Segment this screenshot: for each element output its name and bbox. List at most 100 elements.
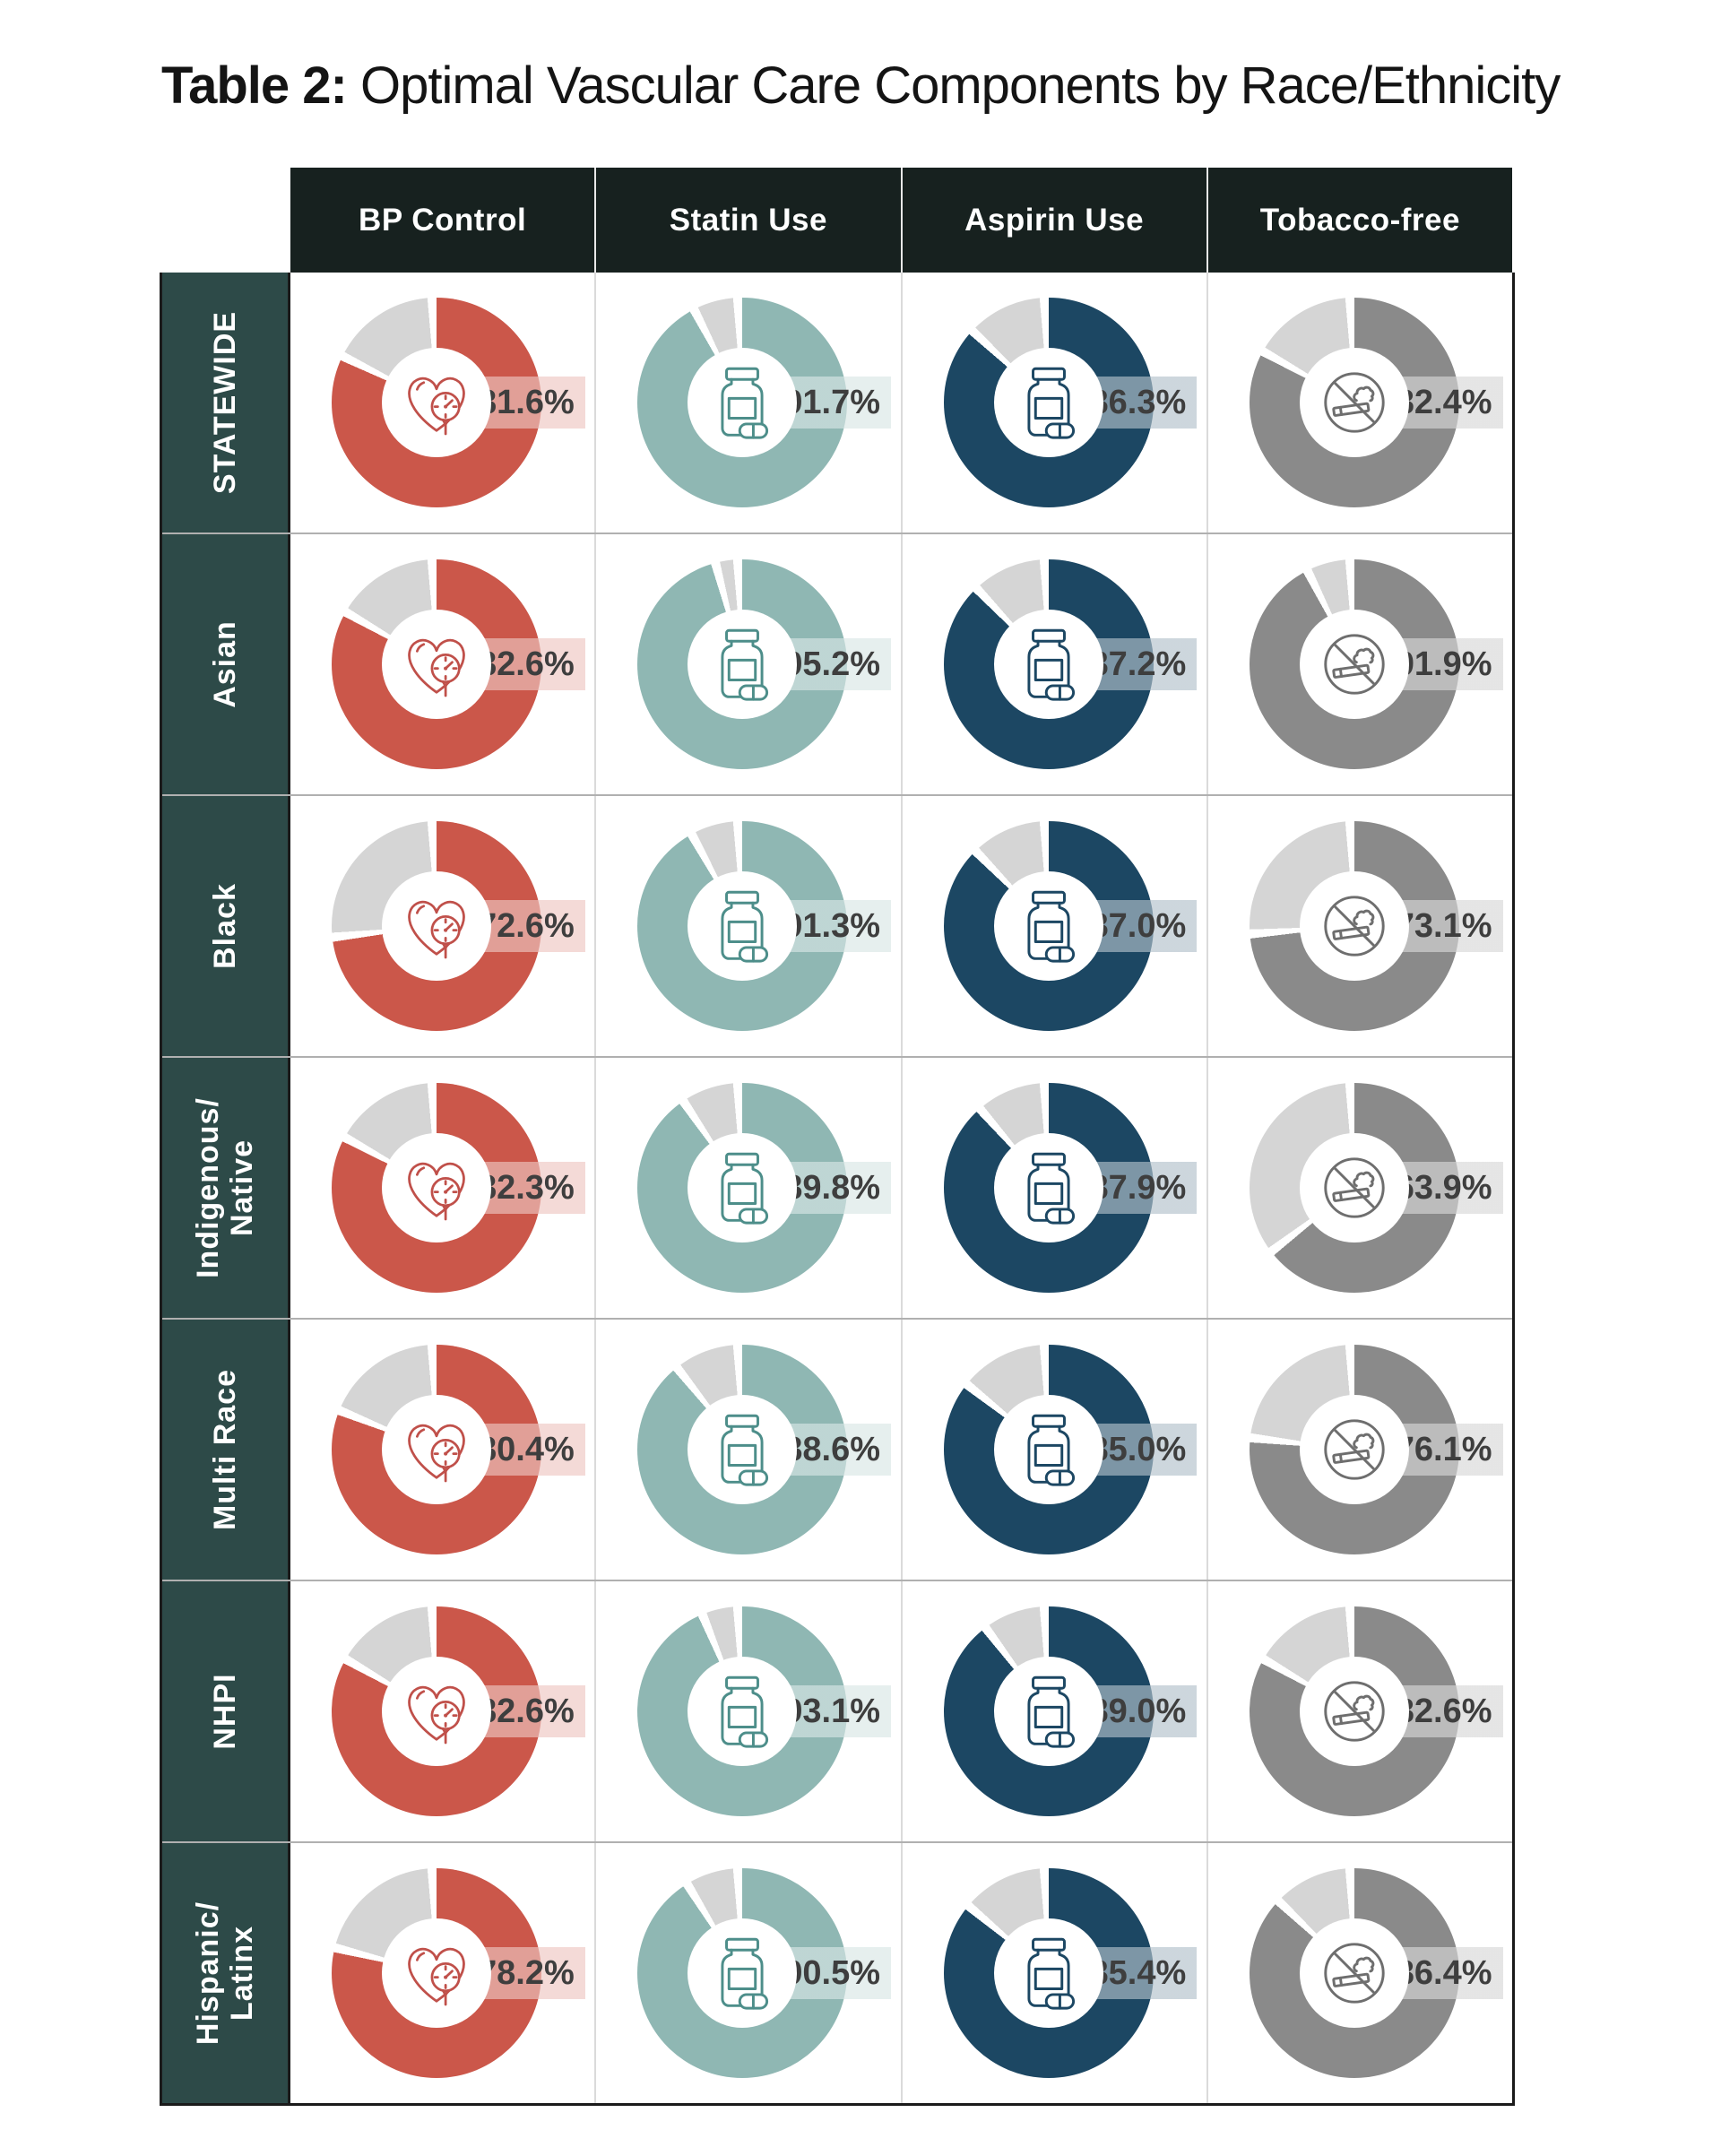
percent-band: 82.6% bbox=[1394, 1685, 1503, 1737]
donut-center bbox=[993, 348, 1103, 457]
heart-bp-icon bbox=[395, 1932, 478, 2014]
donut-center bbox=[688, 1133, 798, 1243]
heart-bp-icon bbox=[395, 1408, 478, 1491]
pill-bottle-icon bbox=[1008, 361, 1090, 444]
pill-bottle-icon bbox=[701, 1408, 783, 1491]
percent-band: 87.2% bbox=[1088, 638, 1198, 690]
no-smoking-icon bbox=[1313, 1932, 1396, 2014]
no-smoking-icon bbox=[1313, 1408, 1396, 1491]
donut-center bbox=[993, 1133, 1103, 1243]
percent-label: 82.6% bbox=[478, 1692, 575, 1730]
percent-label: 95.2% bbox=[783, 645, 880, 683]
row-label-text: NHPI bbox=[207, 1673, 242, 1750]
percent-label: 91.9% bbox=[1395, 645, 1492, 683]
vascular-care-table: BP Control Statin Use Aspirin Use Tobacc… bbox=[160, 168, 1515, 2106]
percent-label: 80.4% bbox=[478, 1430, 575, 1468]
table-row: Asian 82.6% 95.2% 87.2% 91.9% bbox=[162, 533, 1512, 794]
percent-band: 91.9% bbox=[1394, 638, 1503, 690]
percent-label: 91.3% bbox=[783, 906, 880, 945]
donut-center bbox=[993, 1395, 1103, 1504]
cell-tobacco-free: 86.4% bbox=[1206, 1843, 1512, 2103]
donut-chart bbox=[943, 298, 1154, 507]
percent-band: 73.1% bbox=[1394, 900, 1503, 952]
cell-bp-control: 81.6% bbox=[290, 273, 595, 533]
percent-band: 81.6% bbox=[476, 377, 585, 429]
cell-bp-control: 82.6% bbox=[290, 534, 595, 794]
donut-center bbox=[1299, 610, 1409, 719]
no-smoking-icon bbox=[1313, 361, 1396, 444]
donut-center bbox=[1299, 1918, 1409, 2028]
cell-tobacco-free: 76.1% bbox=[1206, 1320, 1512, 1580]
table-row: Multi Race 80.4% 88.6% 85.0% 76.1% bbox=[162, 1318, 1512, 1580]
percent-label: 81.6% bbox=[478, 383, 575, 421]
percent-label: 88.6% bbox=[783, 1430, 880, 1468]
table-header-row: BP Control Statin Use Aspirin Use Tobacc… bbox=[160, 168, 1515, 273]
row-label-text: Indigenous/ Native bbox=[190, 1097, 259, 1278]
pill-bottle-icon bbox=[1008, 1147, 1090, 1229]
pill-bottle-icon bbox=[1008, 1408, 1090, 1491]
column-header-aspirin-use: Aspirin Use bbox=[900, 168, 1206, 273]
donut-center bbox=[688, 871, 798, 981]
percent-label: 89.0% bbox=[1089, 1692, 1187, 1730]
cell-bp-control: 72.6% bbox=[290, 796, 595, 1056]
percent-band: 91.3% bbox=[782, 900, 891, 952]
pill-bottle-icon bbox=[1008, 623, 1090, 706]
row-label-text: STATEWIDE bbox=[207, 310, 242, 495]
donut-chart bbox=[1249, 1345, 1459, 1554]
percent-label: 72.6% bbox=[478, 906, 575, 945]
row-label-text: Multi Race bbox=[207, 1368, 242, 1531]
donut-center bbox=[382, 1657, 491, 1766]
table-row: NHPI 82.6% 93.1% 89.0% 82.6% bbox=[162, 1580, 1512, 1841]
percent-band: 87.0% bbox=[1088, 900, 1198, 952]
row-label-text: Black bbox=[207, 883, 242, 969]
column-header-tobacco-free: Tobacco-free bbox=[1206, 168, 1512, 273]
percent-label: 76.1% bbox=[1395, 1430, 1492, 1468]
percent-band: 85.0% bbox=[1088, 1424, 1198, 1476]
cell-statin-use: 88.6% bbox=[594, 1320, 901, 1580]
cell-tobacco-free: 82.6% bbox=[1206, 1581, 1512, 1841]
pill-bottle-icon bbox=[701, 1670, 783, 1753]
percent-label: 90.5% bbox=[783, 1953, 880, 1992]
percent-label: 73.1% bbox=[1395, 906, 1492, 945]
row-label: Indigenous/ Native bbox=[162, 1058, 290, 1318]
donut-center bbox=[688, 610, 798, 719]
percent-band: 86.3% bbox=[1088, 377, 1198, 429]
cell-bp-control: 82.3% bbox=[290, 1058, 595, 1318]
cell-tobacco-free: 63.9% bbox=[1206, 1058, 1512, 1318]
row-label: NHPI bbox=[162, 1581, 290, 1841]
heart-bp-icon bbox=[395, 1670, 478, 1753]
percent-label: 86.3% bbox=[1089, 383, 1187, 421]
percent-band: 90.5% bbox=[782, 1947, 891, 1999]
pill-bottle-icon bbox=[701, 623, 783, 706]
donut-chart bbox=[332, 1868, 541, 2078]
donut-center bbox=[1299, 348, 1409, 457]
percent-label: 82.3% bbox=[478, 1168, 575, 1207]
percent-band: 93.1% bbox=[782, 1685, 891, 1737]
cell-tobacco-free: 91.9% bbox=[1206, 534, 1512, 794]
cell-aspirin-use: 87.9% bbox=[900, 1058, 1206, 1318]
cell-bp-control: 82.6% bbox=[290, 1581, 595, 1841]
cell-aspirin-use: 87.2% bbox=[900, 534, 1206, 794]
heart-bp-icon bbox=[395, 623, 478, 706]
percent-band: 78.2% bbox=[476, 1947, 585, 1999]
donut-chart bbox=[943, 1345, 1154, 1554]
percent-band: 89.0% bbox=[1088, 1685, 1198, 1737]
percent-band: 89.8% bbox=[782, 1162, 891, 1214]
percent-label: 85.4% bbox=[1089, 1953, 1187, 1992]
percent-label: 86.4% bbox=[1395, 1953, 1492, 1992]
no-smoking-icon bbox=[1313, 1147, 1396, 1229]
cell-aspirin-use: 89.0% bbox=[900, 1581, 1206, 1841]
percent-band: 87.9% bbox=[1088, 1162, 1198, 1214]
cell-statin-use: 90.5% bbox=[594, 1843, 901, 2103]
percent-label: 82.6% bbox=[1395, 1692, 1492, 1730]
donut-chart bbox=[943, 559, 1154, 769]
cell-statin-use: 93.1% bbox=[594, 1581, 901, 1841]
table-row: Black 72.6% 91.3% 87.0% 73.1% bbox=[162, 794, 1512, 1056]
percent-label: 91.7% bbox=[783, 383, 880, 421]
header-corner-spacer bbox=[162, 168, 290, 273]
percent-label: 82.6% bbox=[478, 645, 575, 683]
donut-center bbox=[993, 610, 1103, 719]
percent-label: 87.2% bbox=[1089, 645, 1187, 683]
pill-bottle-icon bbox=[1008, 1670, 1090, 1753]
no-smoking-icon bbox=[1313, 885, 1396, 967]
